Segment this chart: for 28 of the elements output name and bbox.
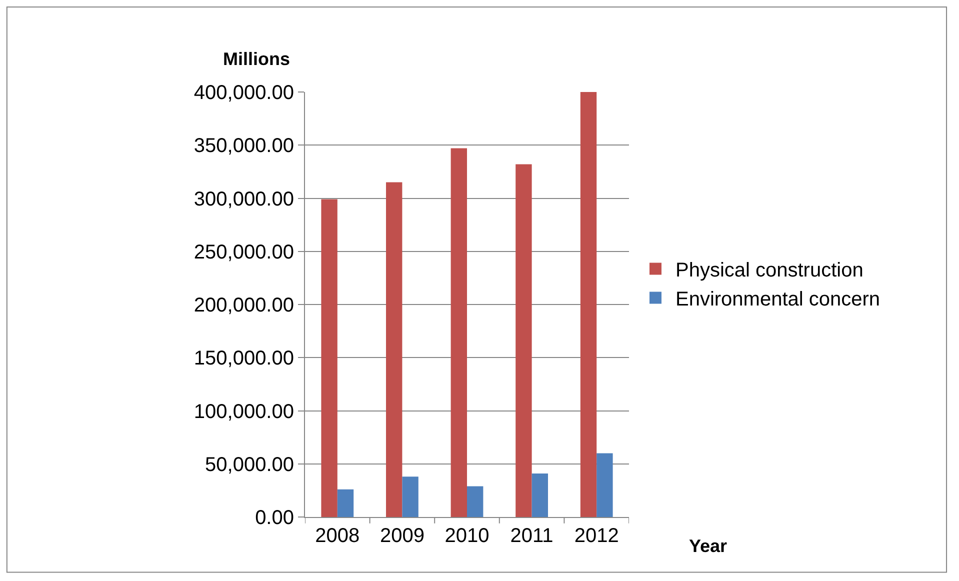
- y-tick-label: 250,000.00: [194, 241, 294, 264]
- y-tick-label: 400,000.00: [194, 82, 294, 104]
- bar: [337, 489, 354, 517]
- x-tick-label: 2010: [444, 525, 490, 547]
- y-axis-title: Millions: [223, 49, 290, 69]
- x-tick-label: 2012: [574, 525, 619, 547]
- legend-label: Environmental concern: [675, 288, 880, 311]
- bar: [450, 148, 467, 517]
- bar: [596, 453, 613, 517]
- y-tick-label: 150,000.00: [194, 348, 294, 370]
- legend-label: Physical construction: [675, 260, 864, 282]
- bar: [402, 476, 418, 517]
- x-tick-label: 2008: [315, 525, 360, 547]
- y-tick-label: 100,000.00: [194, 400, 294, 423]
- x-axis-title: Year: [689, 536, 728, 556]
- y-tick-label: 50,000.00: [205, 454, 294, 476]
- bar: [532, 473, 548, 517]
- bar: [321, 199, 338, 517]
- bar: [580, 92, 597, 517]
- bar: [386, 182, 402, 517]
- y-tick-label: 350,000.00: [194, 135, 294, 158]
- x-tick-label: 2011: [510, 525, 554, 547]
- bar: [516, 164, 532, 517]
- y-tick-label: 300,000.00: [194, 188, 294, 210]
- bar: [467, 486, 484, 517]
- y-tick-label: 0.00: [255, 507, 294, 529]
- x-tick-label: 2009: [380, 525, 424, 547]
- y-tick-label: 200,000.00: [194, 294, 294, 316]
